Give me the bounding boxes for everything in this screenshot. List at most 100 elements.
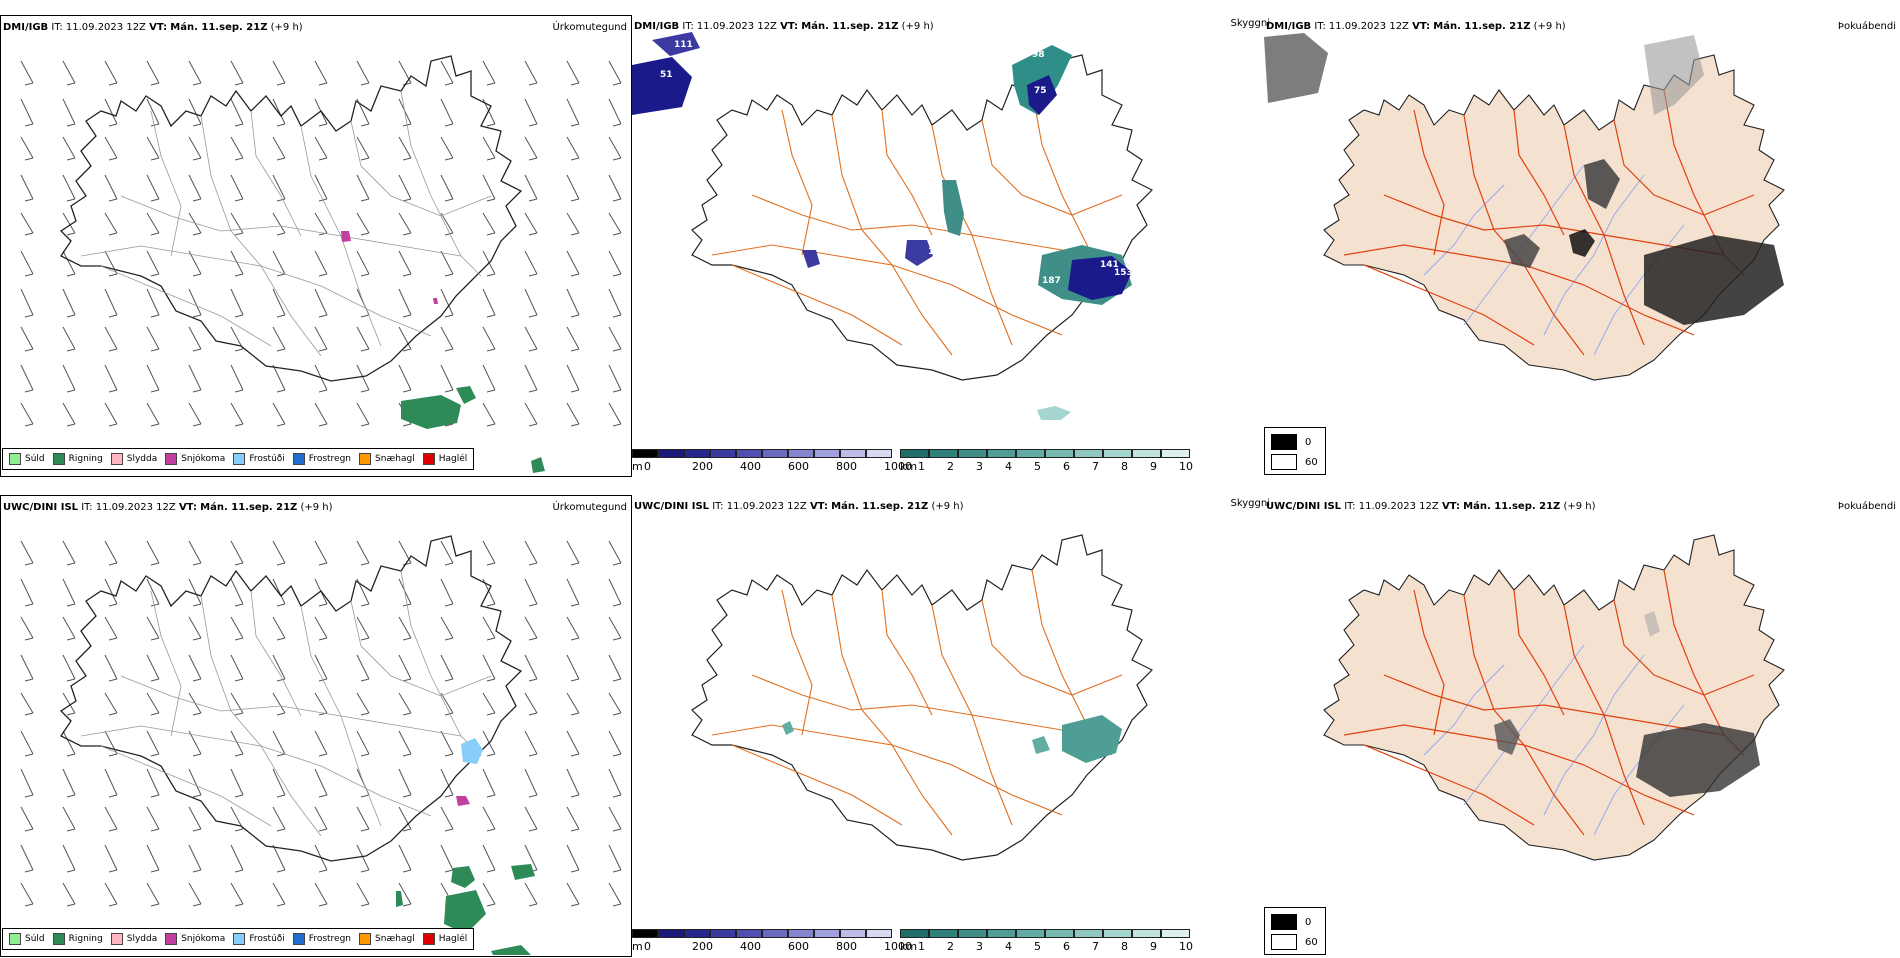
visibility-label: Skyggni bbox=[1230, 18, 1270, 29]
colorbar-label: 10 bbox=[1179, 940, 1193, 953]
colorbar-segment bbox=[762, 929, 788, 938]
legend-item: Rigning bbox=[52, 453, 103, 465]
legend-label: Rigning bbox=[68, 934, 103, 944]
precip-blobs bbox=[396, 738, 535, 955]
visibility-label: Skyggni bbox=[1230, 498, 1270, 509]
precip-type-panel-2: UWC/DINI ISL IT: 11.09.2023 12Z VT: Mán.… bbox=[0, 495, 632, 957]
colorbar-segment bbox=[684, 929, 710, 938]
legend-item: Snæhagl bbox=[359, 933, 415, 945]
colorbar-segment bbox=[658, 929, 684, 938]
colorbar-label: 800 bbox=[836, 460, 857, 473]
colorbar-segment bbox=[987, 929, 1016, 938]
legend-swatch bbox=[422, 453, 435, 465]
colorbar-label: 200 bbox=[692, 940, 713, 953]
colorbar-label: 3 bbox=[976, 940, 983, 953]
legend-label: Snjókoma bbox=[181, 454, 226, 464]
colorbar-segment bbox=[710, 449, 736, 458]
colorbar-label: 400 bbox=[740, 460, 761, 473]
colorbar-label: 6 bbox=[1063, 460, 1070, 473]
ceiling-value-label: 51 bbox=[660, 70, 673, 80]
cloud-areas bbox=[632, 32, 1132, 420]
colorbar-segment bbox=[788, 929, 814, 938]
iceland-coastline bbox=[59, 55, 523, 382]
colorbar-segment bbox=[840, 929, 866, 938]
legend-label: Snæhagl bbox=[375, 934, 415, 944]
colorbar-label: 400 bbox=[740, 940, 761, 953]
colorbar-segment bbox=[762, 449, 788, 458]
colorbar-label: 3 bbox=[976, 460, 983, 473]
colorbar-unit: m bbox=[632, 460, 643, 473]
fog-legend-swatch bbox=[1271, 914, 1297, 930]
legend-swatch bbox=[359, 453, 372, 465]
legend-swatch bbox=[292, 933, 305, 945]
colorbar-label: 2 bbox=[947, 940, 954, 953]
fog-map bbox=[1264, 33, 1785, 381]
colorbar-label: 1 bbox=[918, 940, 925, 953]
legend-swatch bbox=[422, 933, 435, 945]
legend-item: Haglél bbox=[422, 453, 467, 465]
colorbar-label: 4 bbox=[1005, 940, 1012, 953]
colorbar-segment bbox=[1132, 929, 1161, 938]
colorbar-segment bbox=[929, 929, 958, 938]
colorbar-label: 1 bbox=[918, 460, 925, 473]
fog-legend: 0 60 bbox=[1264, 427, 1326, 475]
colorbar-segment bbox=[736, 929, 762, 938]
cloud-areas bbox=[782, 715, 1122, 763]
panel-title: DMI/IGB IT: 11.09.2023 12Z VT: Mán. 11.s… bbox=[3, 22, 303, 33]
model-name: DMI/IGB bbox=[3, 22, 49, 33]
legend-swatch bbox=[52, 933, 65, 945]
precip-map bbox=[20, 55, 622, 473]
colorbar-segment bbox=[814, 449, 840, 458]
ceiling-value-label: 187 bbox=[1042, 276, 1061, 286]
colorbar-segment bbox=[788, 449, 814, 458]
colorbar-label: 1000 bbox=[884, 460, 912, 473]
colorbar-unit: m bbox=[632, 940, 643, 953]
colorbar-segment bbox=[958, 929, 987, 938]
fog-legend: 0 60 bbox=[1264, 907, 1326, 955]
colorbar-segment bbox=[736, 449, 762, 458]
model-name: UWC/DINI ISL bbox=[3, 502, 79, 513]
colorbar-segment bbox=[929, 449, 958, 458]
legend-swatch bbox=[292, 453, 305, 465]
colorbar-label: 9 bbox=[1150, 460, 1157, 473]
legend-label: Frostregn bbox=[308, 454, 352, 464]
fog-legend-item: 0 bbox=[1271, 914, 1311, 930]
legend-item: Frostregn bbox=[292, 933, 351, 945]
panel-title: DMI/IGB IT: 11.09.2023 12Z VT: Mán. 11.s… bbox=[1266, 21, 1566, 32]
legend-swatch bbox=[52, 453, 65, 465]
colorbar-segment bbox=[1103, 929, 1132, 938]
legend-swatch bbox=[359, 933, 372, 945]
fog-legend-label: 0 bbox=[1305, 436, 1312, 448]
legend-item: Slydda bbox=[110, 933, 157, 945]
colorbar-label: 5 bbox=[1034, 940, 1041, 953]
colorbar-label: 8 bbox=[1121, 940, 1128, 953]
colorbar-segment bbox=[866, 449, 892, 458]
fog-areas bbox=[1494, 611, 1760, 797]
ceiling-value-label: 141 bbox=[1100, 260, 1119, 270]
colorbar-label: 800 bbox=[836, 940, 857, 953]
legend-swatch bbox=[9, 453, 21, 465]
legend-swatch bbox=[110, 453, 123, 465]
colorbar-segment bbox=[840, 449, 866, 458]
height-colorbar: m 0 200 400 600 800 1000 bbox=[632, 449, 912, 475]
colorbar-segment bbox=[1045, 449, 1074, 458]
colorbar-unit: km bbox=[900, 460, 918, 473]
colorbar-label: 9 bbox=[1150, 940, 1157, 953]
fog-legend-label: 60 bbox=[1305, 936, 1318, 948]
legend-item: Snjókoma bbox=[165, 453, 225, 465]
wind-barbs bbox=[20, 540, 622, 907]
precip-blobs bbox=[341, 231, 545, 473]
legend-label: Súld bbox=[25, 934, 45, 944]
colorbar-segment bbox=[1161, 449, 1190, 458]
fog-legend-swatch bbox=[1271, 454, 1297, 470]
colorbar-label: 7 bbox=[1092, 460, 1099, 473]
legend-label: Frostúði bbox=[249, 934, 285, 944]
colorbar-label: 0 bbox=[644, 460, 651, 473]
colorbar-label: 8 bbox=[1121, 460, 1128, 473]
fog-map bbox=[1323, 534, 1785, 861]
legend-item: Súld bbox=[9, 453, 45, 465]
panel-title: DMI/IGB IT: 11.09.2023 12Z VT: Mán. 11.s… bbox=[634, 21, 934, 32]
colorbar-segment bbox=[1161, 929, 1190, 938]
colorbar-segment bbox=[1045, 929, 1074, 938]
legend-swatch bbox=[165, 453, 178, 465]
